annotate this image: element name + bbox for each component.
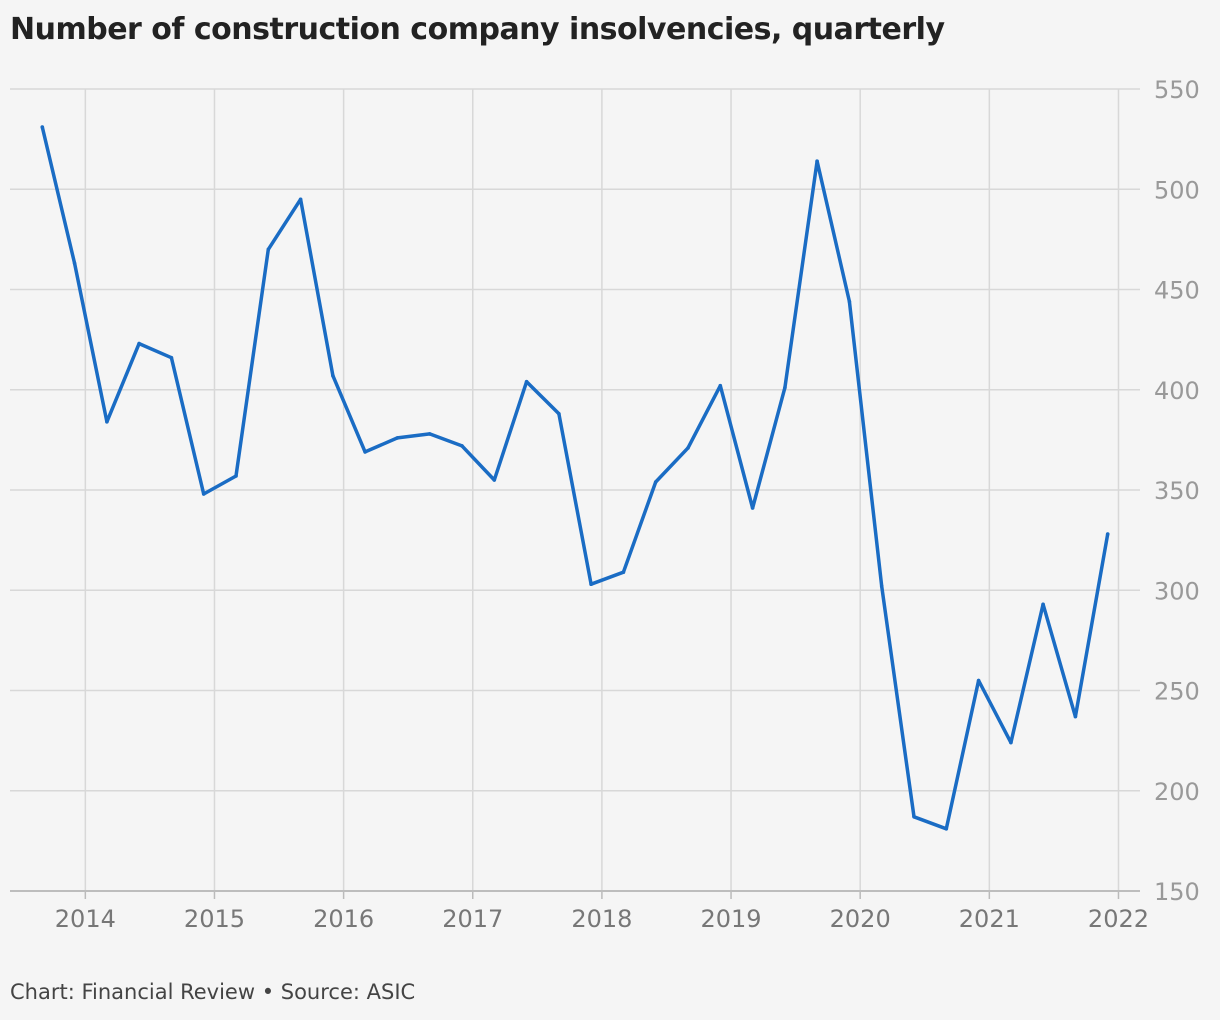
axis-layer: [10, 890, 1140, 899]
data-point: [976, 678, 981, 683]
x-tick-label: 2020: [830, 905, 891, 933]
series-line: [40, 125, 1110, 831]
data-point: [589, 582, 593, 586]
data-point: [1073, 714, 1078, 719]
data-point: [395, 436, 400, 440]
data-point: [557, 412, 561, 416]
x-tick-label: 2019: [701, 905, 762, 933]
data-point: [912, 815, 916, 819]
data-point: [524, 379, 529, 384]
data-point: [331, 373, 335, 378]
y-tick-label: 250: [1154, 678, 1200, 706]
data-point: [879, 584, 884, 588]
data-point: [298, 197, 303, 202]
y-tick-label: 200: [1154, 778, 1200, 806]
x-tick-label: 2016: [313, 905, 374, 933]
data-point: [201, 492, 206, 496]
data-point: [137, 341, 141, 346]
y-tick-label: 450: [1154, 277, 1200, 305]
data-point: [105, 420, 109, 424]
data-point: [460, 444, 464, 448]
x-tick-label: 2021: [959, 905, 1020, 933]
data-point: [783, 385, 787, 390]
chart-source: Chart: Financial Review • Source: ASIC: [10, 980, 416, 1004]
data-point: [266, 247, 271, 252]
y-tick-label: 500: [1154, 176, 1200, 204]
data-point: [1105, 532, 1110, 536]
data-point: [944, 827, 949, 831]
data-point: [1041, 602, 1045, 607]
x-tick-label: 2014: [55, 905, 116, 933]
y-tick-label: 350: [1154, 477, 1200, 505]
data-point: [72, 261, 77, 266]
x-tick-label: 2017: [442, 905, 503, 933]
grid-layer: [10, 88, 1140, 891]
x-tick-label: 2018: [571, 905, 632, 933]
data-point: [1009, 740, 1013, 745]
y-tick-label: 150: [1154, 878, 1200, 906]
data-point: [815, 159, 819, 163]
series-layer: [40, 125, 1110, 831]
data-point: [847, 299, 852, 304]
y-tick-label: 550: [1154, 76, 1200, 104]
data-point: [750, 506, 755, 510]
chart-title: Number of construction company insolvenc…: [10, 12, 945, 47]
data-point: [718, 383, 723, 388]
y-tick-label: 400: [1154, 377, 1200, 405]
data-point: [363, 450, 367, 454]
data-point: [653, 480, 658, 484]
data-point: [492, 478, 497, 482]
data-point: [686, 446, 690, 450]
data-point: [40, 125, 45, 129]
data-point: [234, 474, 238, 478]
x-tick-label: 2015: [184, 905, 245, 933]
y-tick-label: 300: [1154, 577, 1200, 605]
tick-label-layer: 150 200 250 300 350 400 450 500 550 2014 2015 2016 2…: [55, 76, 1200, 933]
data-point: [169, 355, 174, 360]
x-tick-label: 2022: [1088, 905, 1149, 933]
data-point: [427, 432, 432, 436]
data-point: [621, 570, 626, 574]
